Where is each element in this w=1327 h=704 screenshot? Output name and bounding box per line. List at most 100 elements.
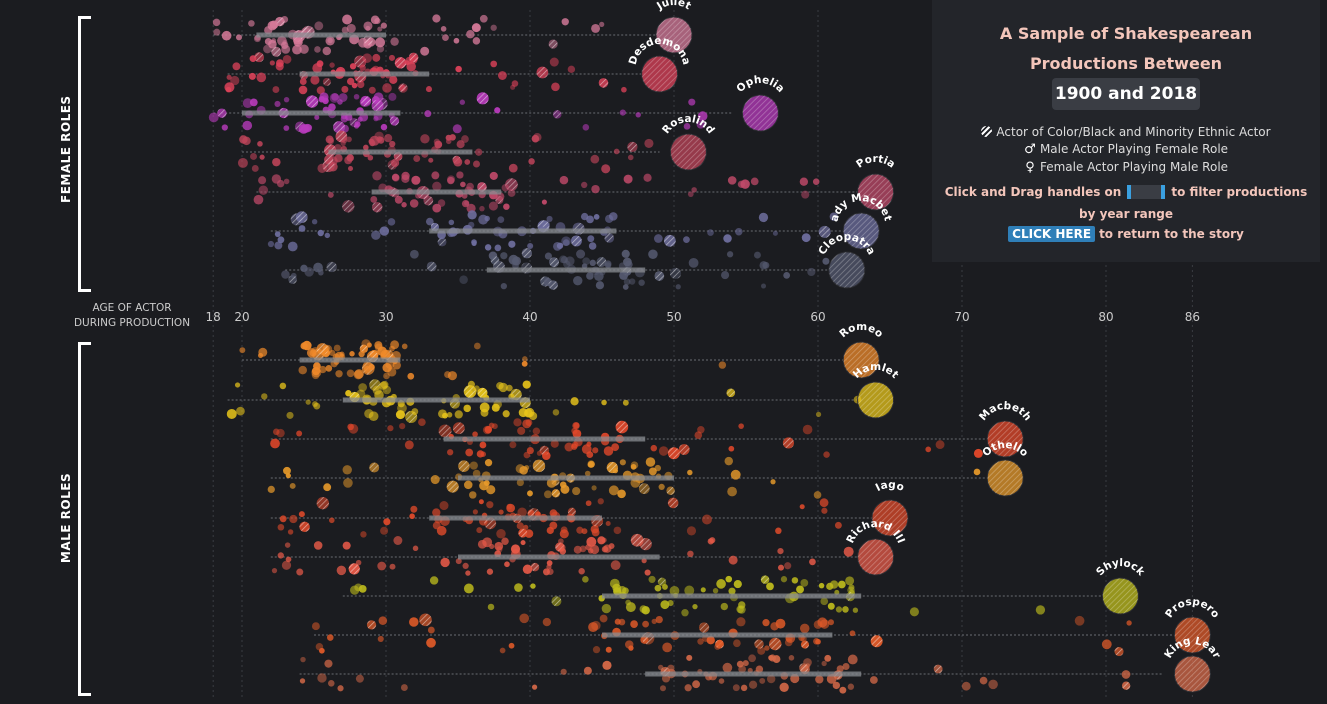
data-point-hatch xyxy=(870,635,883,648)
data-point xyxy=(346,23,356,33)
info-panel: A Sample of Shakespearean Productions Be… xyxy=(932,0,1320,262)
click-here-button[interactable]: CLICK HERE xyxy=(1008,226,1096,242)
data-point xyxy=(380,123,388,131)
data-point xyxy=(257,352,264,358)
x-tick-label: 86 xyxy=(1185,310,1200,324)
data-point xyxy=(617,489,626,499)
data-point xyxy=(304,267,314,277)
data-point xyxy=(270,438,280,449)
data-point xyxy=(581,528,588,535)
data-point xyxy=(340,115,348,123)
data-point xyxy=(591,485,597,491)
data-point xyxy=(591,23,601,33)
data-point xyxy=(429,576,439,585)
data-point xyxy=(599,21,605,27)
data-point xyxy=(572,429,582,439)
data-point xyxy=(510,544,521,554)
data-point xyxy=(563,260,571,268)
data-point-hatch xyxy=(419,613,432,627)
data-point xyxy=(427,626,435,634)
data-point xyxy=(642,620,649,628)
data-point xyxy=(491,403,500,412)
data-point xyxy=(327,680,335,687)
data-point xyxy=(411,175,421,185)
data-point xyxy=(732,684,740,692)
data-point xyxy=(463,404,471,413)
data-point xyxy=(533,132,542,142)
data-point xyxy=(622,399,629,406)
data-point xyxy=(428,157,434,163)
data-point xyxy=(484,215,490,222)
data-point xyxy=(454,410,463,419)
data-point xyxy=(376,45,385,53)
data-point xyxy=(273,428,280,436)
data-point xyxy=(479,205,485,212)
data-point xyxy=(821,507,828,514)
data-point xyxy=(618,618,626,626)
data-point xyxy=(395,410,406,420)
data-point xyxy=(635,112,641,118)
data-point xyxy=(707,229,714,236)
data-point xyxy=(813,638,820,645)
legend-hatch-text: Actor of Color/Black and Minority Ethnic… xyxy=(996,125,1271,139)
data-point xyxy=(523,451,531,459)
data-point xyxy=(503,203,510,210)
data-point xyxy=(221,124,228,131)
data-point xyxy=(374,390,384,400)
data-point-hatch xyxy=(366,620,377,630)
data-point xyxy=(558,538,564,545)
data-point xyxy=(279,382,287,390)
data-point xyxy=(669,585,680,596)
data-point xyxy=(832,681,841,690)
data-point xyxy=(446,411,453,418)
data-point xyxy=(382,363,392,373)
data-point-hatch xyxy=(551,489,560,498)
data-point xyxy=(420,46,430,56)
data-point xyxy=(559,175,569,185)
female-roles-label: FEMALE ROLES xyxy=(59,95,73,203)
data-point xyxy=(387,218,396,226)
iqr-bar-Macbeth xyxy=(443,436,646,442)
data-point xyxy=(768,654,774,661)
data-point xyxy=(839,686,847,694)
data-point xyxy=(842,662,850,671)
data-point xyxy=(370,196,378,203)
role-bubble-hatch-Cleopatra xyxy=(828,252,865,288)
data-point xyxy=(516,478,524,487)
data-point xyxy=(602,660,612,670)
data-point xyxy=(648,249,658,260)
data-point xyxy=(549,57,559,67)
x-tick-label: 30 xyxy=(378,310,393,324)
data-point xyxy=(469,461,478,470)
data-point xyxy=(316,86,325,95)
x-tick-label: 20 xyxy=(234,310,249,324)
data-point xyxy=(327,192,334,198)
data-point xyxy=(528,411,538,421)
data-point xyxy=(282,55,292,64)
data-point xyxy=(281,270,290,279)
legend-female-row: ♀ Female Actor Playing Male Role xyxy=(932,160,1320,175)
data-point xyxy=(353,93,360,100)
data-point xyxy=(988,679,998,690)
data-point xyxy=(426,637,436,648)
data-point xyxy=(327,37,333,44)
data-point-hatch xyxy=(754,639,764,649)
data-point xyxy=(347,423,354,431)
data-point xyxy=(727,176,737,185)
data-point xyxy=(777,547,784,555)
data-point xyxy=(513,418,522,427)
data-point xyxy=(586,272,594,280)
data-point xyxy=(490,60,498,68)
data-point xyxy=(314,114,320,120)
data-point xyxy=(546,215,553,222)
data-point-hatch xyxy=(521,248,532,259)
data-point xyxy=(501,183,510,192)
data-point xyxy=(351,82,358,89)
data-point xyxy=(453,37,460,44)
data-point-hatch xyxy=(654,271,665,281)
data-point xyxy=(688,98,696,106)
data-point xyxy=(800,578,809,587)
data-point xyxy=(439,501,449,511)
data-point xyxy=(585,500,592,507)
